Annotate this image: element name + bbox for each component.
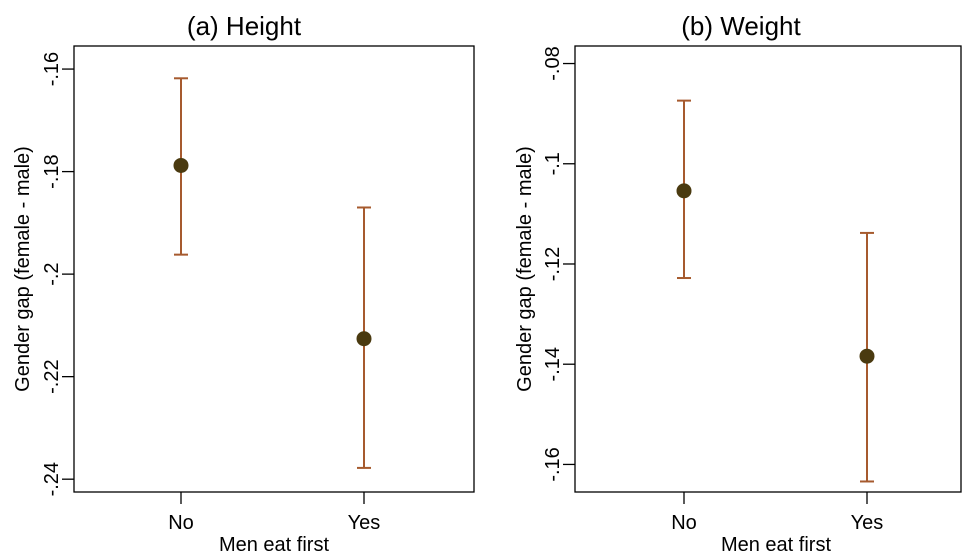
y-tick-label: -.24 (41, 462, 63, 496)
panel-weight: (b) Weight Gender gap (female - male) Me… (514, 11, 962, 556)
y-tick-label: -.12 (542, 247, 564, 281)
y-ticks: -.16 -.18 -.2 -.22 -.24 (41, 52, 74, 496)
panel-title: (b) Weight (681, 11, 801, 41)
x-tick-label: No (168, 512, 194, 534)
data-point (859, 348, 875, 364)
plot-frame (574, 45, 962, 493)
y-ticks: -.08 -.1 -.12 -.14 -.16 (542, 46, 575, 482)
y-tick-label: -.16 (41, 52, 63, 86)
x-ticks: No Yes (168, 492, 380, 534)
data-point (676, 183, 692, 199)
x-tick-label: No (671, 512, 697, 534)
y-tick-label: -.22 (41, 359, 63, 393)
data-point (356, 331, 372, 347)
y-tick-label: -.08 (542, 46, 564, 80)
data-marks (676, 99, 875, 483)
plot-frame (73, 45, 475, 493)
panel-title: (a) Height (187, 11, 302, 41)
y-tick-label: -.18 (41, 154, 63, 188)
x-ticks: No Yes (671, 492, 883, 534)
panel-height: (a) Height Gender gap (female - male) Me… (12, 11, 475, 556)
y-axis-title: Gender gap (female - male) (12, 146, 34, 392)
y-tick-label: -.16 (542, 447, 564, 481)
y-tick-label: -.1 (542, 152, 564, 175)
y-tick-label: -.2 (41, 262, 63, 285)
x-tick-label: Yes (348, 512, 381, 534)
x-tick-label: Yes (851, 512, 884, 534)
data-point (173, 157, 189, 173)
data-marks (173, 77, 372, 469)
y-tick-label: -.14 (542, 347, 564, 381)
x-axis-title: Men eat first (219, 534, 329, 556)
y-axis-title: Gender gap (female - male) (514, 146, 536, 392)
x-axis-title: Men eat first (721, 534, 831, 556)
